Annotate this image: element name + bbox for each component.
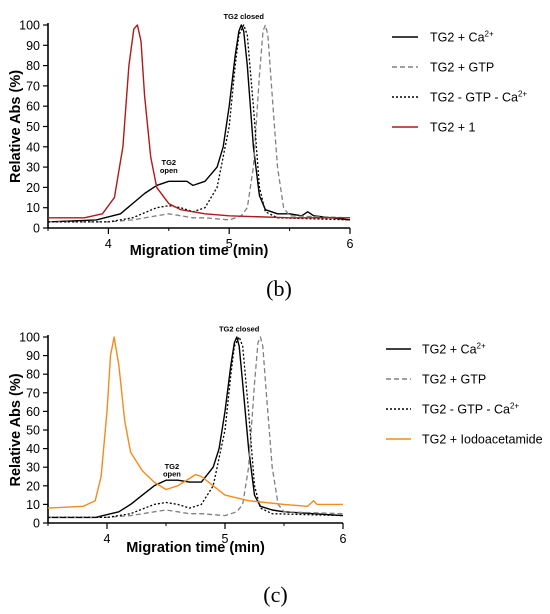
series-line-2 [48,336,344,519]
x-tick-label: 6 [340,532,347,546]
panel-label: (b) [266,276,292,301]
y-tick-label: 30 [26,461,40,475]
y-tick-label: 80 [26,59,40,73]
legend-label: TG2 + Iodoacetamide [422,433,543,447]
series-line-2 [48,24,351,223]
series-line-1 [48,24,351,223]
x-tick-label: 4 [105,237,112,251]
legend-label: TG2 - GTP - Ca2+ [422,402,519,417]
legend-superscript: 2+ [477,342,486,351]
chart-panel-1: 0 10 20 30 40 50 60 70 80 90 100 4 5 6 Migration time … [8,324,543,607]
y-axis-title: Relative Abs (%) [8,70,24,183]
legend-superscript: 2+ [510,402,519,411]
x-tick-label: 5 [222,532,229,546]
y-tick-label: 20 [26,479,40,493]
x-tick-label: 6 [347,237,354,251]
annotation-label: TG2 [165,462,180,471]
y-tick-label: 100 [19,19,40,33]
legend-superscript: 2+ [518,90,527,99]
x-tick-label: 4 [104,532,111,546]
y-tick-label: 30 [26,161,40,175]
annotation-label: TG2 closed [223,12,264,21]
y-tick-label: 40 [26,140,40,154]
annotation-label: open [163,470,181,479]
y-tick-label: 50 [26,120,40,134]
y-tick-label: 50 [26,424,40,438]
legend-label: TG2 + GTP [430,61,494,75]
y-tick-label: 100 [19,331,40,345]
legend-label: TG2 + 1 [430,121,476,135]
y-axis-title: Relative Abs (%) [8,373,24,486]
y-tick-label: 0 [33,517,40,531]
y-tick-label: 0 [33,222,40,236]
y-tick-label: 70 [26,386,40,400]
series-line-3 [48,24,350,219]
y-tick-label: 10 [26,201,40,215]
legend-label: TG2 + Ca2+ [430,30,494,45]
y-tick-label: 80 [26,368,40,382]
legend-label: TG2 - GTP - Ca2+ [430,90,527,105]
x-tick-label: 5 [226,237,233,251]
legend-label: TG2 + GTP [422,373,486,387]
y-tick-label: 90 [26,349,40,363]
x-axis-title: Migration time (min) [130,243,269,259]
legend-label: TG2 + Ca2+ [422,342,486,357]
y-tick-label: 40 [26,442,40,456]
y-tick-label: 20 [26,181,40,195]
x-axis-title: Migration time (min) [126,540,265,556]
annotation-label: TG2 [162,158,177,167]
y-tick-label: 60 [26,405,40,419]
annotation-label: TG2 closed [219,324,260,333]
y-tick-label: 70 [26,79,40,93]
series-line-3 [47,336,343,509]
y-tick-label: 10 [26,498,40,512]
legend-superscript: 2+ [485,30,494,39]
chart-panel-0: 0 10 20 30 40 50 60 70 80 90 100 4 5 6 Migration time … [8,12,527,301]
series-line-1 [48,336,344,519]
y-tick-label: 90 [26,39,40,53]
series-line-0 [48,336,344,519]
series-line-0 [47,24,351,223]
panel-label: (c) [263,582,287,607]
y-tick-label: 60 [26,100,40,114]
annotation-label: open [160,166,178,175]
